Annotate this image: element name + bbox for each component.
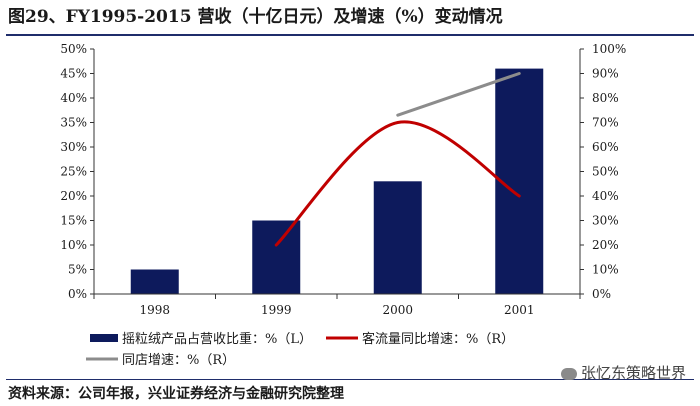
left-tick-label: 40% <box>60 91 87 105</box>
right-tick-label: 60% <box>592 140 619 154</box>
line-series-0 <box>274 120 521 247</box>
right-tick-label: 80% <box>592 91 619 105</box>
chart-title: 图29、FY1995-2015 营收（十亿日元）及增速（%）变动情况 <box>8 7 503 27</box>
right-tick-label: 0% <box>592 287 611 301</box>
watermark: 张忆东策略世界 <box>560 362 686 383</box>
right-tick-label: 50% <box>592 165 619 179</box>
legend-label-1: 客流量同比增速：%（R） <box>362 331 514 347</box>
left-tick-label: 15% <box>60 214 87 228</box>
left-tick-label: 25% <box>60 165 87 179</box>
x-tick-label: 2001 <box>504 303 535 317</box>
line-series-1 <box>396 72 521 117</box>
x-tick-label: 2000 <box>382 303 413 317</box>
right-axis: 0% 10% 20% 30% 40% 50% 60% 70% 80% 90% 100% <box>579 42 626 301</box>
legend-swatch-0 <box>90 334 118 342</box>
right-tick-label: 90% <box>592 67 619 81</box>
legend-label-2: 同店增速：%（R） <box>122 353 235 368</box>
bar-1998 <box>130 269 179 294</box>
left-tick-label: 10% <box>60 238 87 252</box>
chart-svg: 0% 5% 10% 15% 20% 25% 30% 35% 40% 45% 50% 0% 10% 20%… <box>60 42 626 368</box>
left-tick-label: 50% <box>60 42 87 56</box>
line-series <box>274 72 521 247</box>
left-tick-label: 0% <box>68 287 87 301</box>
left-axis: 0% 5% 10% 15% 20% 25% 30% 35% 40% 45% 50% <box>60 42 95 301</box>
source-rule <box>6 379 694 380</box>
x-axis: 1998 1999 2000 2001 <box>93 293 581 317</box>
legend: 摇粒绒产品占营收比重：%（L） 客流量同比增速：%（R） 同店增速：%（R） <box>86 331 514 368</box>
bar-1999 <box>252 220 301 294</box>
right-tick-label: 30% <box>592 214 619 228</box>
x-tick-label: 1998 <box>139 303 170 317</box>
bar-2000 <box>373 181 422 294</box>
left-tick-label: 35% <box>60 116 87 130</box>
watermark-text: 张忆东策略世界 <box>580 364 686 382</box>
x-tick-label: 1999 <box>261 303 292 317</box>
right-tick-label: 40% <box>592 189 619 203</box>
legend-label-0: 摇粒绒产品占营收比重：%（L） <box>122 331 312 347</box>
left-tick-label: 30% <box>60 140 87 154</box>
bar-series <box>130 68 544 294</box>
right-tick-label: 10% <box>592 263 619 277</box>
left-tick-label: 45% <box>60 67 87 81</box>
right-tick-label: 20% <box>592 238 619 252</box>
left-tick-label: 20% <box>60 189 87 203</box>
right-tick-label: 100% <box>592 42 626 56</box>
source-note: 资料来源：公司年报，兴业证券经济与金融研究院整理 <box>8 386 344 402</box>
left-tick-label: 5% <box>68 263 87 277</box>
wechat-icon <box>560 367 577 380</box>
right-tick-label: 70% <box>592 116 619 130</box>
title-rule <box>6 34 694 36</box>
